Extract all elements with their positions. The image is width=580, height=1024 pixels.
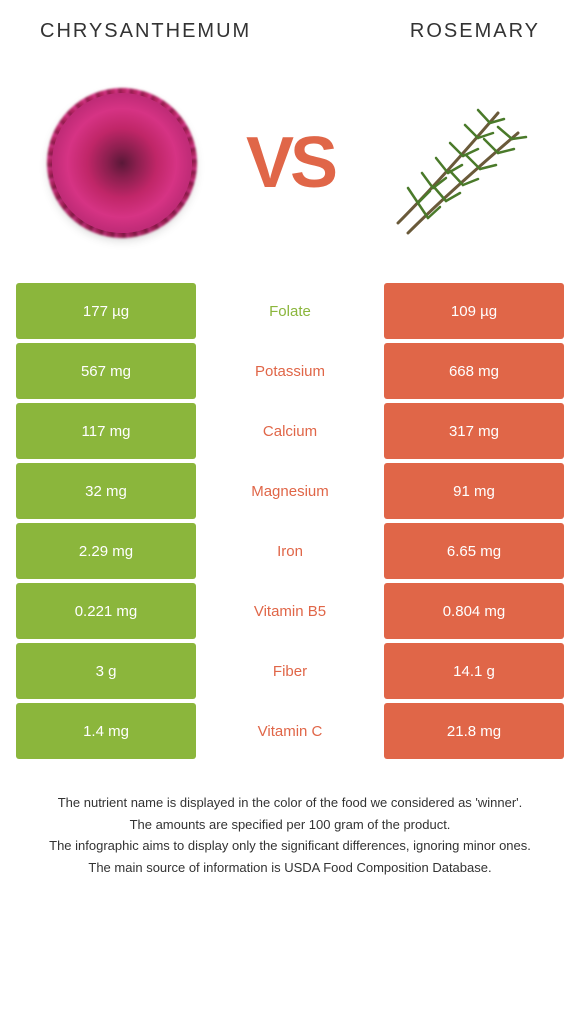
- right-value: 91 mg: [384, 463, 564, 519]
- nutrient-label: Potassium: [196, 343, 384, 399]
- left-food-title: Chrysanthemum: [40, 20, 251, 43]
- table-row: 117 mgCalcium317 mg: [16, 403, 564, 459]
- right-value: 0.804 mg: [384, 583, 564, 639]
- right-value: 109 µg: [384, 283, 564, 339]
- left-value: 117 mg: [16, 403, 196, 459]
- left-value: 2.29 mg: [16, 523, 196, 579]
- right-value: 668 mg: [384, 343, 564, 399]
- left-value: 0.221 mg: [16, 583, 196, 639]
- table-row: 2.29 mgIron6.65 mg: [16, 523, 564, 579]
- footer-notes: The nutrient name is displayed in the co…: [0, 763, 580, 877]
- footer-line: The infographic aims to display only the…: [30, 836, 550, 856]
- table-row: 567 mgPotassium668 mg: [16, 343, 564, 399]
- right-value: 317 mg: [384, 403, 564, 459]
- nutrient-label: Fiber: [196, 643, 384, 699]
- table-row: 3 gFiber14.1 g: [16, 643, 564, 699]
- table-row: 1.4 mgVitamin C21.8 mg: [16, 703, 564, 759]
- vs-label: VS: [246, 122, 334, 204]
- header-row: Chrysanthemum Rosemary: [0, 0, 580, 53]
- nutrient-label: Calcium: [196, 403, 384, 459]
- footer-line: The nutrient name is displayed in the co…: [30, 793, 550, 813]
- chrysanthemum-image: [42, 83, 202, 243]
- nutrient-label: Iron: [196, 523, 384, 579]
- nutrient-label: Magnesium: [196, 463, 384, 519]
- table-row: 32 mgMagnesium91 mg: [16, 463, 564, 519]
- right-value: 21.8 mg: [384, 703, 564, 759]
- left-value: 567 mg: [16, 343, 196, 399]
- images-row: VS: [0, 53, 580, 283]
- table-row: 177 µgFolate109 µg: [16, 283, 564, 339]
- left-value: 1.4 mg: [16, 703, 196, 759]
- comparison-table: 177 µgFolate109 µg567 mgPotassium668 mg1…: [0, 283, 580, 759]
- left-value: 32 mg: [16, 463, 196, 519]
- left-value: 177 µg: [16, 283, 196, 339]
- footer-line: The main source of information is USDA F…: [30, 858, 550, 878]
- right-food-title: Rosemary: [410, 20, 540, 43]
- footer-line: The amounts are specified per 100 gram o…: [30, 815, 550, 835]
- nutrient-label: Folate: [196, 283, 384, 339]
- table-row: 0.221 mgVitamin B50.804 mg: [16, 583, 564, 639]
- left-value: 3 g: [16, 643, 196, 699]
- nutrient-label: Vitamin B5: [196, 583, 384, 639]
- rosemary-image: [378, 83, 538, 243]
- right-value: 14.1 g: [384, 643, 564, 699]
- nutrient-label: Vitamin C: [196, 703, 384, 759]
- right-value: 6.65 mg: [384, 523, 564, 579]
